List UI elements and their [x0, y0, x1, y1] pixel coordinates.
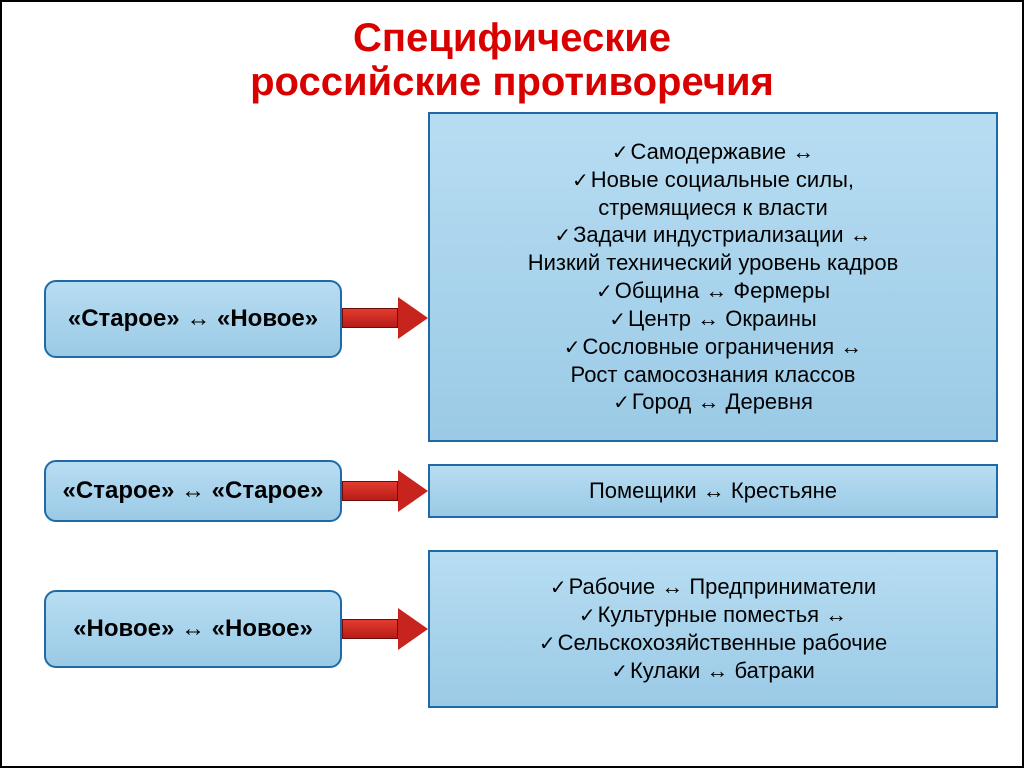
right-line-0-6: Центр ↔ Окраины: [609, 305, 816, 333]
right-line-0-3: Задачи индустриализации ↔: [554, 221, 871, 249]
left-box-0: «Старое» ↔ «Новое»: [44, 280, 342, 358]
title-line-1: Специфические: [2, 16, 1022, 60]
right-line-0-8: Рост самосознания классов: [570, 361, 855, 389]
right-box-2: Рабочие ↔ ПредпринимателиКультурные поме…: [428, 550, 998, 708]
right-line-0-0: Самодержавие ↔: [612, 138, 815, 166]
right-box-1: Помещики ↔ Крестьяне: [428, 464, 998, 518]
right-line-0-4: Низкий технический уровень кадров: [528, 249, 899, 277]
arrow-icon-0: [342, 297, 428, 339]
diagram-area: «Старое» ↔ «Новое» Самодержавие ↔Новые со…: [2, 112, 1022, 756]
right-line-0-9: Город ↔ Деревня: [613, 388, 813, 416]
right-line-0-7: Сословные ограничения ↔: [564, 333, 863, 361]
right-line-0-5: Община ↔ Фермеры: [596, 277, 830, 305]
right-line-2-1: Культурные поместья ↔: [579, 601, 847, 629]
arrow-icon-1: [342, 470, 428, 512]
left-box-2: «Новое» ↔ «Новое»: [44, 590, 342, 668]
right-box-0: Самодержавие ↔Новые социальные силы,стре…: [428, 112, 998, 442]
right-line-2-0: Рабочие ↔ Предприниматели: [550, 573, 876, 601]
right-line-0-2: стремящиеся к власти: [598, 194, 828, 222]
right-line-2-2: Сельскохозяйственные рабочие: [539, 629, 887, 657]
right-line-2-3: Кулаки ↔ батраки: [611, 657, 815, 685]
arrow-icon-2: [342, 608, 428, 650]
right-line-1-0: Помещики ↔ Крестьяне: [589, 477, 837, 505]
title-line-2: российские противоречия: [2, 60, 1022, 104]
right-line-0-1: Новые социальные силы,: [572, 166, 854, 194]
left-box-1: «Старое» ↔ «Старое»: [44, 460, 342, 522]
